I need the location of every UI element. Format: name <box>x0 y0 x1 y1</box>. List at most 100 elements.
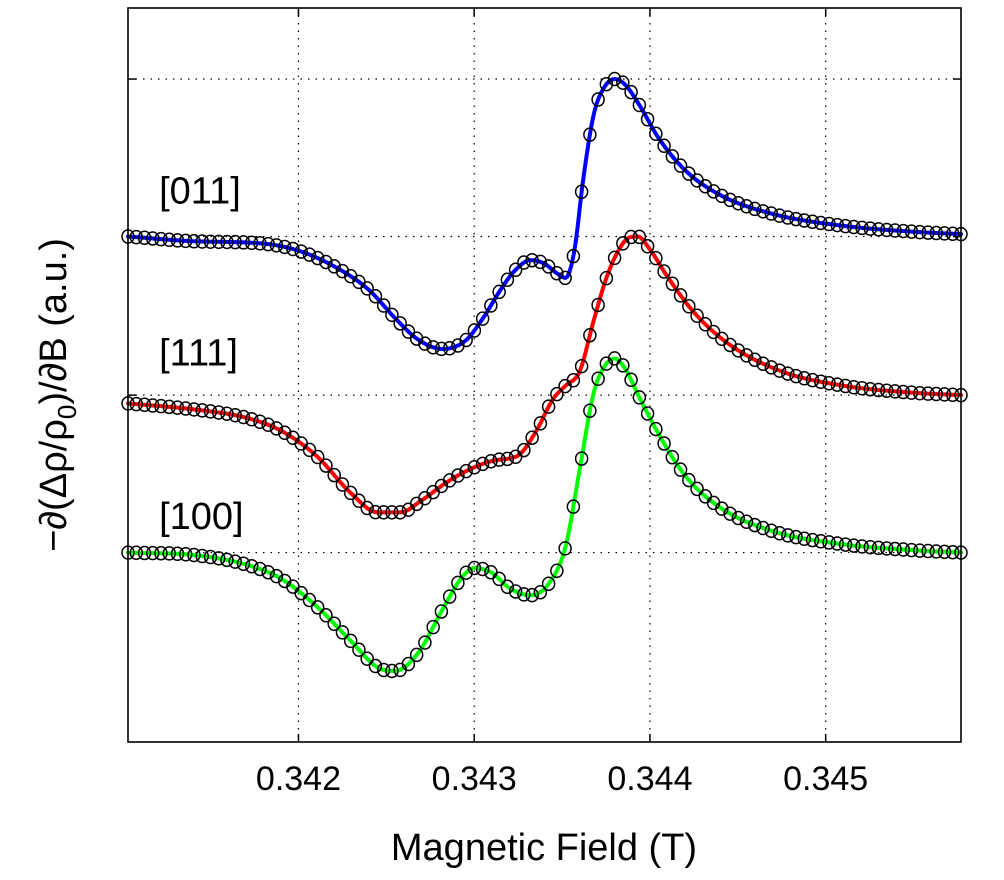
data-point-111 <box>310 449 325 465</box>
data-point-011 <box>187 234 201 249</box>
data-point-100 <box>170 546 185 562</box>
data-point-100 <box>682 472 696 488</box>
data-point-111 <box>574 358 589 374</box>
data-point-011 <box>442 341 457 356</box>
data-point-011 <box>467 323 482 338</box>
data-point-011 <box>269 238 284 253</box>
data-point-011 <box>723 192 737 208</box>
data-point-011 <box>624 84 638 100</box>
data-point-011 <box>649 126 663 141</box>
data-point-111 <box>187 402 201 417</box>
data-point-100 <box>739 514 754 530</box>
data-point-100 <box>847 538 861 553</box>
data-point-011 <box>253 236 267 251</box>
data-point-011 <box>929 225 944 241</box>
data-point-011 <box>376 298 391 313</box>
data-point-111 <box>830 377 845 392</box>
data-point-111 <box>583 327 597 343</box>
markers-100 <box>121 351 968 679</box>
data-point-011 <box>871 222 886 237</box>
series-label-011: [011] <box>159 170 241 212</box>
data-point-011 <box>731 196 746 211</box>
data-point-011 <box>335 263 350 279</box>
data-point-011 <box>797 213 812 228</box>
data-point-011 <box>236 235 251 250</box>
data-point-100 <box>310 600 325 615</box>
data-point-100 <box>187 547 201 563</box>
data-point-100 <box>558 541 572 556</box>
data-point-011 <box>492 284 506 300</box>
data-point-011 <box>739 199 754 214</box>
data-point-011 <box>475 311 490 326</box>
data-point-100 <box>731 510 746 526</box>
data-point-100 <box>756 520 770 536</box>
data-point-100 <box>426 619 440 635</box>
data-point-111 <box>327 467 341 483</box>
data-point-100 <box>442 589 457 604</box>
data-point-100 <box>913 543 927 558</box>
data-point-100 <box>781 528 795 543</box>
series-layer <box>126 77 963 673</box>
data-point-100 <box>335 625 350 640</box>
data-point-111 <box>657 264 671 279</box>
data-point-011 <box>904 224 919 239</box>
data-point-011 <box>327 259 341 274</box>
x-tick-labels: 0.342 0.343 0.344 0.345 <box>256 760 868 798</box>
data-point-111 <box>739 348 754 363</box>
data-point-111 <box>335 477 350 492</box>
data-point-100 <box>673 462 688 477</box>
data-point-100 <box>376 662 391 678</box>
data-point-011 <box>550 265 564 281</box>
data-point-011 <box>896 223 911 239</box>
data-point-111 <box>500 451 515 467</box>
data-point-011 <box>145 231 160 246</box>
data-point-111 <box>871 382 886 398</box>
data-point-100 <box>764 523 779 538</box>
data-point-111 <box>682 299 696 314</box>
data-point-100 <box>385 663 399 679</box>
data-point-111 <box>517 442 531 458</box>
data-point-111 <box>228 407 242 423</box>
data-point-100 <box>459 565 473 580</box>
data-point-100 <box>220 552 234 568</box>
data-point-011 <box>847 219 861 235</box>
data-point-100 <box>203 549 218 565</box>
data-point-011 <box>706 184 721 199</box>
data-point-100 <box>822 535 836 550</box>
data-point-011 <box>294 244 308 259</box>
data-point-100 <box>178 547 193 562</box>
data-point-100 <box>137 545 152 561</box>
data-point-011 <box>517 255 531 270</box>
data-point-100 <box>508 584 523 599</box>
data-point-111 <box>649 250 663 266</box>
data-point-100 <box>409 647 424 663</box>
data-point-011 <box>698 179 713 194</box>
data-point-100 <box>748 517 762 533</box>
data-point-100 <box>302 592 317 608</box>
data-point-100 <box>929 544 944 559</box>
data-point-111 <box>888 384 902 399</box>
data-point-100 <box>154 545 168 561</box>
data-point-011 <box>830 217 845 233</box>
data-point-011 <box>789 211 803 227</box>
data-point-011 <box>632 97 647 113</box>
data-point-111 <box>764 360 779 375</box>
data-point-111 <box>748 352 762 368</box>
data-point-011 <box>319 254 333 270</box>
data-point-011 <box>286 241 300 257</box>
plot-frame <box>127 7 962 743</box>
data-point-100 <box>591 371 605 386</box>
data-point-100 <box>500 579 515 594</box>
data-point-111 <box>525 430 539 445</box>
data-point-100 <box>904 542 919 558</box>
data-point-111 <box>319 458 333 473</box>
data-point-011 <box>211 234 226 250</box>
data-point-011 <box>170 233 185 248</box>
data-point-011 <box>220 234 234 250</box>
data-point-011 <box>368 289 383 304</box>
data-point-111 <box>772 363 787 378</box>
data-point-111 <box>195 403 209 418</box>
data-point-111 <box>385 505 399 520</box>
data-point-011 <box>673 158 688 173</box>
data-point-111 <box>847 380 861 395</box>
